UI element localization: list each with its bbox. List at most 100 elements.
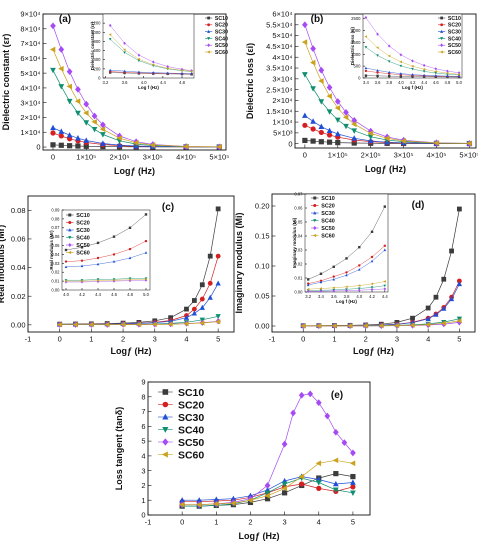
x-tick-label: 3.6 [122,80,128,85]
data-point-sc50 [91,112,98,120]
y-tick-label: 6×10⁴ [272,10,292,19]
data-point-sc40 [123,51,126,54]
data-point-sc30 [144,251,148,254]
data-point-sc30 [230,495,237,502]
y-tick-label: 0.07 [294,191,303,196]
legend-marker [206,50,210,54]
data-point-sc50 [50,22,56,30]
data-point-sc40 [128,277,132,280]
series-sc30 [306,248,387,287]
data-point-sc30 [199,304,205,310]
data-point-sc30 [215,280,221,286]
data-point-sc40 [91,126,98,133]
panel-tag: (b) [311,14,324,25]
x-tick-label: 3×10⁵ [143,153,163,162]
x-tick-label: 3.8 [344,294,350,299]
y-tick-label: 0.04 [51,252,60,257]
series-sc60 [64,278,148,283]
data-point-sc40 [343,123,349,130]
legend-item-sc10: SC10 [311,196,335,202]
series-sc40 [364,46,461,77]
data-point-sc30 [425,315,431,321]
data-point-sc40 [315,480,322,486]
data-point-sc60 [351,121,357,128]
data-point-sc40 [326,109,333,115]
y-tick-label: 0.06 [294,205,303,210]
data-point-sc60 [425,321,431,328]
legend-marker [313,196,317,200]
y-tick-label: 0.09 [51,207,60,212]
y-tick-label: 1 [141,496,145,505]
data-point-sc10 [319,272,323,275]
data-point-sc10 [425,305,431,311]
data-point-sc60 [72,322,78,328]
series-sc60 [306,280,386,291]
series-sc60 [108,33,193,73]
y-axis-label: Loss tangent (tanδ) [114,407,124,490]
data-point-sc20 [302,122,308,128]
data-point-sc30 [350,479,356,485]
y-tick-label: 0 [358,75,361,80]
data-point-sc60 [190,70,193,73]
y-tick-label: 2×10⁴ [20,113,40,122]
data-point-sc60 [108,33,112,36]
x-axis-label: Logƒ (Hz) [239,531,280,541]
data-point-sc30 [83,137,90,143]
data-point-sc60 [434,70,437,73]
data-point-sc60 [96,279,100,282]
x-tick-label: 5×10⁵ [209,153,229,162]
legend-label: SC40 [76,235,90,241]
data-point-sc40 [364,46,368,49]
y-tick-label: 500 [354,64,362,69]
y-tick-label: 0 [141,511,145,520]
series-line-sc20 [65,240,147,262]
legend-marker [162,389,169,395]
data-point-sc50 [310,45,316,52]
data-point-sc10 [333,471,339,477]
data-point-sc50 [351,116,358,124]
x-tick-label: 3.6 [331,294,337,299]
series-sc30 [364,66,461,78]
legend-label: SC20 [178,399,204,411]
legend-label: SC50 [76,243,90,249]
legend-marker [68,228,72,232]
data-point-sc60 [319,287,323,290]
data-point-sc30 [179,497,186,503]
y-tick-label: 0.15 [255,232,270,241]
data-point-sc10 [199,282,205,288]
data-point-sc30 [96,262,100,266]
data-point-sc40 [351,128,358,134]
data-point-sc10 [184,306,189,312]
legend-marker [68,243,72,247]
data-point-sc10 [441,276,447,282]
x-tick-label: 0 [51,153,55,162]
y-tick-label: 2.5×10⁴ [266,85,292,94]
data-point-sc60 [300,323,306,329]
legend-marker [207,37,211,41]
data-point-sc60 [367,130,374,137]
x-tick-label: 1 [214,518,218,527]
data-point-sc10 [318,139,324,145]
data-point-sc20 [112,253,116,256]
y-tick-label: 1200 [91,21,101,26]
data-point-sc40 [100,132,106,138]
data-point-sc10 [302,137,308,144]
data-point-sc20 [80,259,84,262]
x-tick-label: -1 [145,518,152,527]
data-point-sc40 [334,117,341,124]
x-tick-label: 4 [184,335,188,344]
x-tick-label: 4×10⁵ [176,153,196,162]
x-tick-label: 3.8 [386,80,392,85]
data-point-sc40 [58,84,65,90]
legend-item-sc20: SC20 [311,203,335,209]
data-point-sc50 [370,288,374,292]
data-point-sc60 [334,105,341,111]
legend-label: SC10 [76,213,90,219]
y-tick-label: 5×10⁴ [20,69,40,78]
y-tick-label: 0.05 [51,243,60,248]
data-point-sc30 [100,140,106,146]
data-point-sc60 [123,48,126,51]
data-point-sc60 [49,46,56,53]
